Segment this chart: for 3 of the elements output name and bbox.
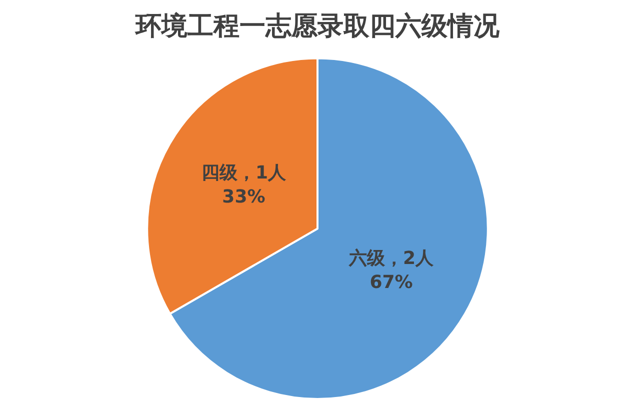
slice-label: 四级，1人 33% (201, 162, 287, 208)
chart-title: 环境工程一志愿录取四六级情况 (134, 11, 500, 42)
slice-label: 六级，2人 67% (348, 248, 435, 293)
